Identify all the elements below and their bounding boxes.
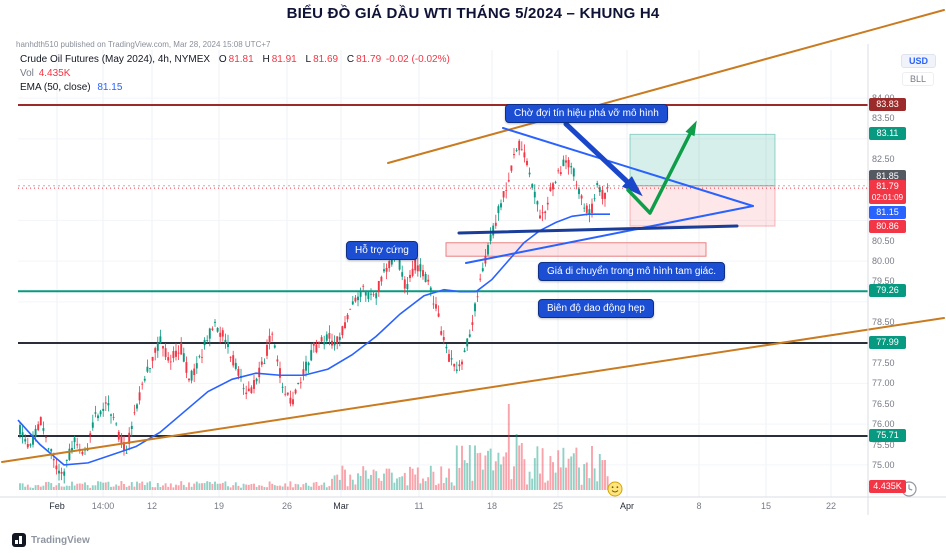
volume-bars — [19, 404, 609, 490]
ohlc-high-label: H — [262, 54, 270, 65]
ohlc-low-value: 81.69 — [313, 54, 339, 65]
target-zones[interactable] — [445, 133, 776, 257]
volume-label[interactable]: Vol — [20, 68, 34, 79]
ema-value: 81.15 — [97, 82, 123, 93]
symbol-title[interactable]: Crude Oil Futures (May 2024), 4h, NYMEX — [20, 54, 211, 65]
ohlc-high-value: 81.91 — [271, 54, 297, 65]
ema-label[interactable]: EMA (50, close) — [20, 82, 91, 93]
trendlines[interactable] — [1, 9, 945, 463]
tradingview-logo[interactable]: TradingView — [12, 533, 90, 547]
legend-row-volume: Vol 4.435K — [20, 67, 450, 81]
tradingview-logo-text: TradingView — [31, 534, 90, 546]
page-title: BIỂU ĐỒ GIÁ DẦU WTI THÁNG 5/2024 – KHUNG… — [286, 5, 660, 22]
ohlc-close-value: 81.79 — [356, 54, 382, 65]
chart-legend: Crude Oil Futures (May 2024), 4h, NYMEX … — [20, 53, 450, 95]
horizontal-levels[interactable] — [18, 104, 868, 437]
change-value: -0.02 (-0.02%) — [385, 54, 450, 65]
ohlc-open-value: 81.81 — [228, 54, 254, 65]
emoji-sticker-icon[interactable] — [607, 481, 623, 497]
clock-icon[interactable] — [901, 481, 917, 497]
currency-button[interactable]: USD — [900, 54, 936, 68]
ema-line[interactable] — [17, 213, 610, 466]
tradingview-logo-icon — [12, 533, 26, 547]
ohlc-close-label: C — [346, 54, 355, 65]
grid-lines — [18, 50, 868, 497]
candlesticks — [19, 139, 609, 484]
arrow-drawings[interactable] — [563, 120, 697, 215]
volume-value: 4.435K — [38, 68, 71, 79]
legend-row-ema: EMA (50, close) 81.15 — [20, 81, 450, 95]
publish-byline: hanhdth510 published on TradingView.com,… — [16, 40, 271, 49]
ohlc-low-label: L — [305, 54, 312, 65]
legend-row-symbol: Crude Oil Futures (May 2024), 4h, NYMEX … — [20, 53, 450, 67]
ohlc-open-label: O — [218, 54, 227, 65]
unit-button[interactable]: BLL — [901, 72, 934, 86]
